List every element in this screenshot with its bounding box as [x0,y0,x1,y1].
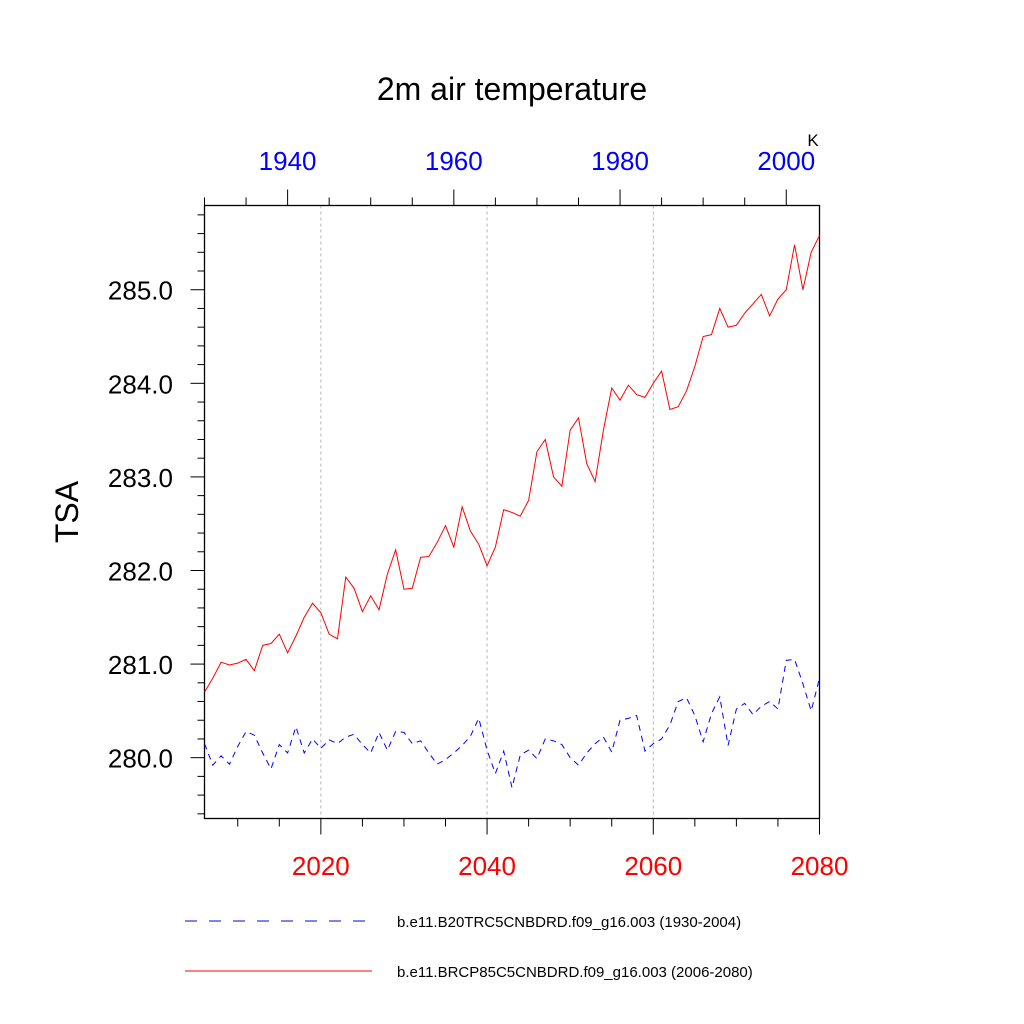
series-historical-line [204,658,820,788]
units-label: K [807,131,819,150]
y-tick-label: 284.0 [108,369,173,399]
axis-ticks [190,189,820,835]
gridlines [320,205,654,819]
y-tick-label: 282.0 [108,556,173,586]
chart-title: 2m air temperature [377,71,647,107]
bottom-tick-label: 2060 [624,851,682,881]
plot-frame [203,204,821,820]
legend-label-rcp85: b.e11.BRCP85C5CNBDRD.f09_g16.003 (2006-2… [397,964,753,981]
y-tick-label: 285.0 [108,276,173,306]
y-axis-label: TSA [49,480,85,543]
y-tick-label: 281.0 [108,650,173,680]
legend-label-historical: b.e11.B20TRC5CNBDRD.f09_g16.003 (1930-20… [397,914,741,931]
bottom-tick-label: 2040 [458,851,516,881]
top-tick-label: 1980 [591,146,649,176]
y-tick-label: 283.0 [108,463,173,493]
bottom-tick-label: 2080 [791,851,849,881]
legend: b.e11.B20TRC5CNBDRD.f09_g16.003 (1930-20… [185,914,753,981]
series-lines [204,235,820,788]
y-tick-label: 280.0 [108,744,173,774]
top-tick-label: 1960 [425,146,483,176]
tick-labels: 280.0 281.0 282.0 283.0 284.0 285.0 2020 2040 20… [108,146,849,881]
series-rcp85-line [204,235,820,693]
top-tick-label: 2000 [757,146,815,176]
bottom-tick-label: 2020 [292,851,350,881]
top-tick-label: 1940 [259,146,317,176]
